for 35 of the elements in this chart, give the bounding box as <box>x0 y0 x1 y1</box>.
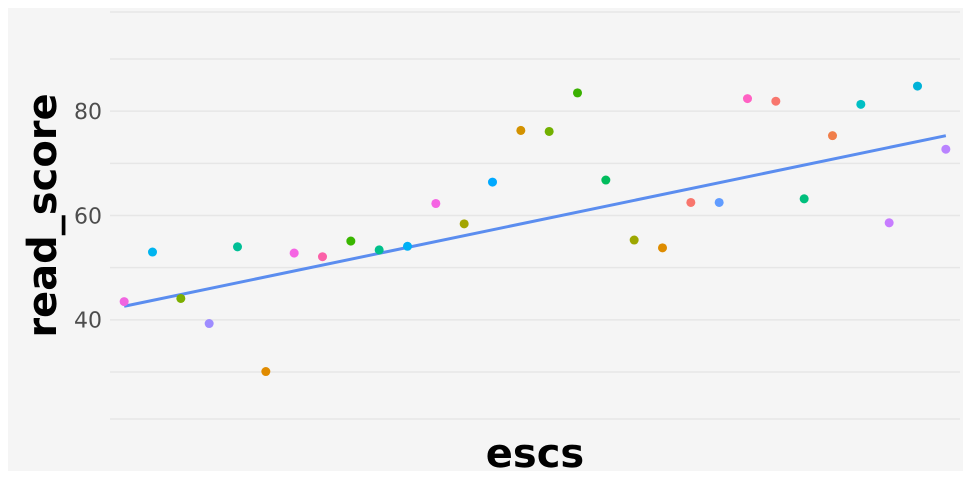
point <box>941 144 950 154</box>
point <box>742 94 752 104</box>
point <box>261 367 270 376</box>
y-tick-label: 80 <box>74 100 102 125</box>
point <box>601 176 610 185</box>
point <box>488 178 498 187</box>
x-axis-title: escs <box>486 431 584 477</box>
point <box>658 243 668 252</box>
point <box>912 82 922 91</box>
point <box>884 218 894 228</box>
point <box>290 248 299 258</box>
point <box>630 236 639 245</box>
point <box>232 242 242 252</box>
point <box>204 319 214 328</box>
point <box>800 194 809 204</box>
point <box>771 96 780 106</box>
point <box>856 100 866 109</box>
y-axis-title: read_score <box>20 93 66 338</box>
point <box>176 294 186 303</box>
point <box>402 242 412 251</box>
y-tick-label: 60 <box>74 204 102 230</box>
point <box>516 126 526 135</box>
point <box>431 198 440 208</box>
point <box>374 245 384 254</box>
y-tick-label: 40 <box>74 308 102 334</box>
point <box>460 219 469 228</box>
point <box>544 126 554 136</box>
point <box>346 236 356 246</box>
point <box>828 131 838 140</box>
point <box>714 198 724 207</box>
point <box>572 88 582 98</box>
point <box>686 198 696 207</box>
point <box>318 252 328 262</box>
point <box>120 297 129 306</box>
point <box>148 248 158 257</box>
